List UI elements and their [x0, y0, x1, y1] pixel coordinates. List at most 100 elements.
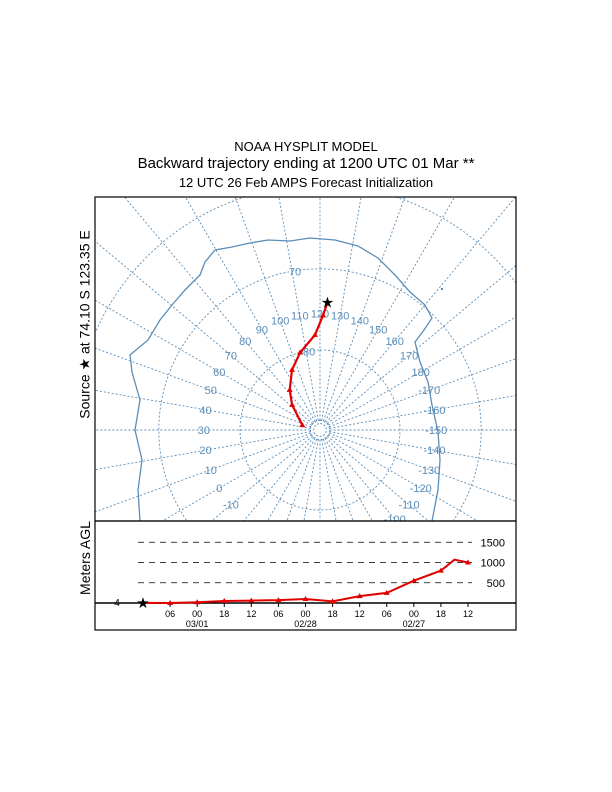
title-model: NOAA HYSPLIT MODEL — [234, 139, 378, 154]
antarctica-coastline — [129, 237, 441, 521]
trajectory-marker — [288, 366, 295, 372]
latitude-ring — [95, 197, 516, 331]
longitude-label: 10 — [205, 465, 217, 477]
longitude-label: -110 — [398, 500, 419, 512]
height-marker — [221, 597, 228, 603]
height-panel: 500 1000 1500 4 06 00 18 12 06 00 18 12 06 00 18 12 03/0… — [114, 537, 505, 629]
longitude-line — [234, 197, 318, 422]
longitude-label: 90 — [256, 324, 268, 336]
height-marker — [437, 567, 444, 573]
source-label: Source ★ at 74.10 S 123.35 E — [76, 230, 93, 419]
longitude-line — [325, 437, 397, 521]
date-label: 03/01 — [186, 619, 209, 629]
time-tick-label: 00 — [192, 609, 202, 619]
y-axis-label: Meters AGL — [77, 521, 93, 595]
longitude-label: 20 — [199, 445, 211, 457]
longitude-label: -170 — [418, 385, 440, 397]
longitude-line — [328, 316, 516, 426]
longitude-label: -160 — [423, 405, 445, 417]
longitude-label: 170 — [400, 350, 418, 362]
trajectory-line — [288, 302, 329, 426]
longitude-line — [328, 434, 478, 521]
height-panel-frame — [94, 520, 517, 631]
longitude-label: 110 — [291, 310, 309, 322]
trajectory-marker — [286, 386, 293, 392]
time-tick-label: 00 — [409, 609, 419, 619]
longitude-line — [95, 240, 313, 425]
longitude-line — [322, 197, 406, 422]
longitude-label: -150 — [425, 425, 447, 437]
longitude-line — [325, 197, 516, 423]
height-marker — [275, 597, 282, 603]
longitude-line — [185, 197, 316, 422]
longitude-line — [327, 265, 516, 425]
time-tick-label: 06 — [165, 609, 175, 619]
longitude-line — [327, 435, 429, 521]
longitude-label: 30 — [198, 425, 210, 437]
longitude-label: 40 — [199, 405, 211, 417]
source-height-label: 4 — [114, 598, 120, 609]
longitude-line — [321, 197, 362, 421]
height-marker — [383, 589, 390, 595]
longitude-line — [95, 299, 312, 426]
longitude-label: 130 — [331, 310, 349, 322]
longitude-line — [324, 438, 373, 521]
height-marker — [329, 598, 336, 604]
longitude-label: 0 — [216, 483, 222, 495]
longitude-label: -100 — [384, 514, 406, 526]
longitude-label: 70 — [225, 350, 237, 362]
trajectory-marker — [289, 401, 296, 407]
longitude-line — [324, 197, 455, 422]
height-marker — [465, 559, 471, 565]
height-marker — [410, 577, 417, 583]
longitude-label: 80 — [239, 336, 251, 348]
trajectory-marker — [320, 312, 327, 318]
time-tick-label: 12 — [246, 609, 256, 619]
longitude-line — [328, 432, 516, 502]
time-tick-label: 06 — [273, 609, 283, 619]
height-marker — [302, 595, 309, 601]
latitude-label: 80 — [303, 346, 315, 358]
longitude-line — [278, 197, 319, 421]
longitude-label: 160 — [386, 336, 404, 348]
trajectory-track: ★ — [286, 295, 334, 428]
longitude-label: -140 — [423, 445, 445, 457]
source-star-icon: ★ — [321, 295, 334, 312]
longitude-label: 140 — [351, 316, 369, 328]
source-star-icon: ★ — [136, 595, 149, 612]
longitude-line — [162, 434, 312, 521]
longitude-line — [329, 431, 516, 466]
height-marker — [248, 597, 255, 603]
longitude-line — [124, 197, 315, 423]
trajectory-marker — [312, 331, 319, 337]
longitude-label: 50 — [205, 385, 217, 397]
map-frame — [94, 196, 517, 522]
longitude-line — [322, 438, 354, 521]
longitude-line — [95, 431, 311, 471]
height-marker — [194, 599, 201, 605]
time-tick-label: 12 — [463, 609, 473, 619]
time-tick-label: 00 — [300, 609, 310, 619]
longitude-line — [95, 389, 311, 429]
latitude-ring — [239, 349, 401, 511]
title-initialization: 12 UTC 26 Feb AMPS Forecast Initializati… — [178, 175, 434, 190]
longitude-line — [329, 394, 516, 429]
longitude-line — [211, 435, 313, 521]
latitude-ring — [313, 423, 327, 437]
trajectory-marker — [299, 422, 306, 428]
height-marker — [356, 593, 363, 599]
longitude-label: -120 — [410, 483, 432, 495]
height-marker — [167, 600, 174, 605]
date-label: 02/27 — [403, 619, 426, 629]
longitude-label: 180 — [412, 367, 430, 379]
height-line — [142, 558, 469, 605]
longitude-line — [267, 438, 316, 521]
height-tick-label: 1500 — [481, 537, 505, 549]
longitude-label: 150 — [369, 324, 387, 336]
height-tick-label: 1000 — [481, 558, 505, 570]
longitude-line — [303, 439, 319, 521]
time-tick-label: 18 — [328, 609, 338, 619]
longitude-label: 100 — [271, 316, 289, 328]
longitude-label: 60 — [213, 367, 225, 379]
